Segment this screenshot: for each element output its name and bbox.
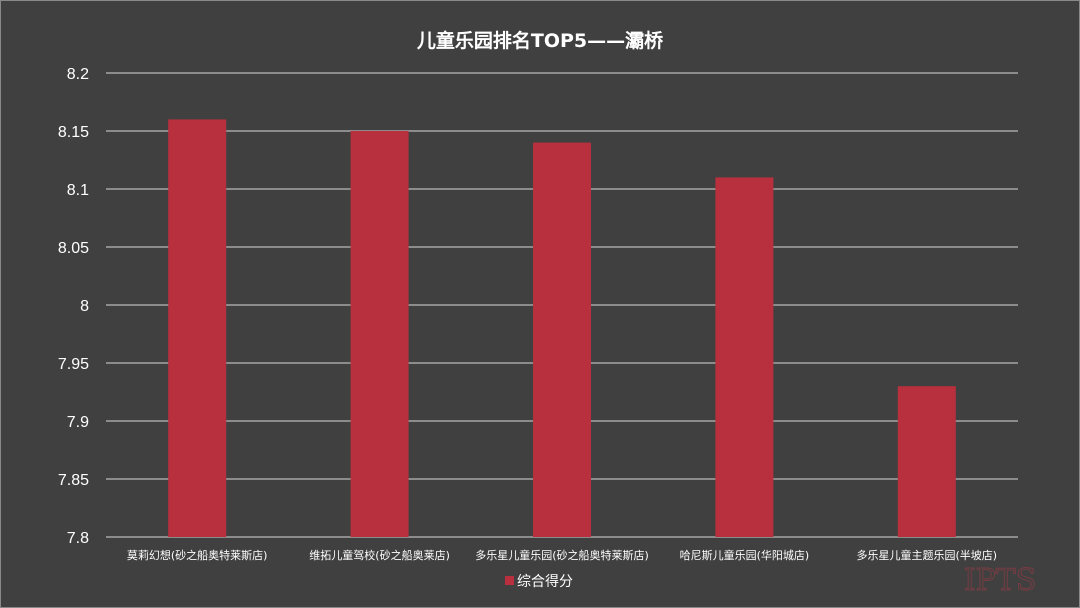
legend: 综合得分 [505, 573, 573, 590]
x-tick-label: 维拓儿童驾校(砂之船奥莱店) [309, 548, 450, 562]
y-tick-label: 7.8 [67, 530, 89, 547]
watermark-logo: IPTS [964, 563, 1037, 598]
x-tick-label: 多乐星儿童乐园(砂之船奥特莱斯店) [475, 548, 649, 562]
y-tick-label: 8.2 [67, 66, 89, 83]
x-tick-label: 莫莉幻想(砂之船奥特莱斯店) [127, 548, 268, 562]
y-tick-label: 7.85 [58, 472, 89, 489]
y-tick-label: 8.15 [58, 124, 89, 141]
bar [350, 131, 409, 537]
y-tick-label: 8.1 [67, 182, 89, 199]
bar [897, 386, 956, 537]
x-axis-ticks: 莫莉幻想(砂之船奥特莱斯店) 维拓儿童驾校(砂之船奥莱店) 多乐星儿童乐园(砂之船奥… [127, 548, 997, 562]
y-axis-ticks: 7.8 7.85 7.9 7.95 8 8.05 8.1 8.15 8.2 [58, 66, 89, 547]
legend-label: 综合得分 [517, 573, 573, 590]
chart-title: 儿童乐园排名TOP5——灞桥 [416, 29, 664, 52]
y-tick-label: 7.95 [58, 356, 89, 373]
y-tick-label: 8.05 [58, 240, 89, 257]
y-tick-label: 7.9 [67, 414, 89, 431]
x-tick-label: 哈尼斯儿童乐园(华阳城店) [680, 548, 810, 562]
y-tick-label: 8 [80, 298, 89, 315]
bars [168, 119, 956, 538]
bar [715, 177, 774, 537]
x-tick-label: 多乐星儿童主题乐园(半坡店) [857, 548, 998, 562]
bar [533, 142, 591, 537]
legend-swatch [505, 576, 514, 585]
bar [168, 119, 227, 538]
